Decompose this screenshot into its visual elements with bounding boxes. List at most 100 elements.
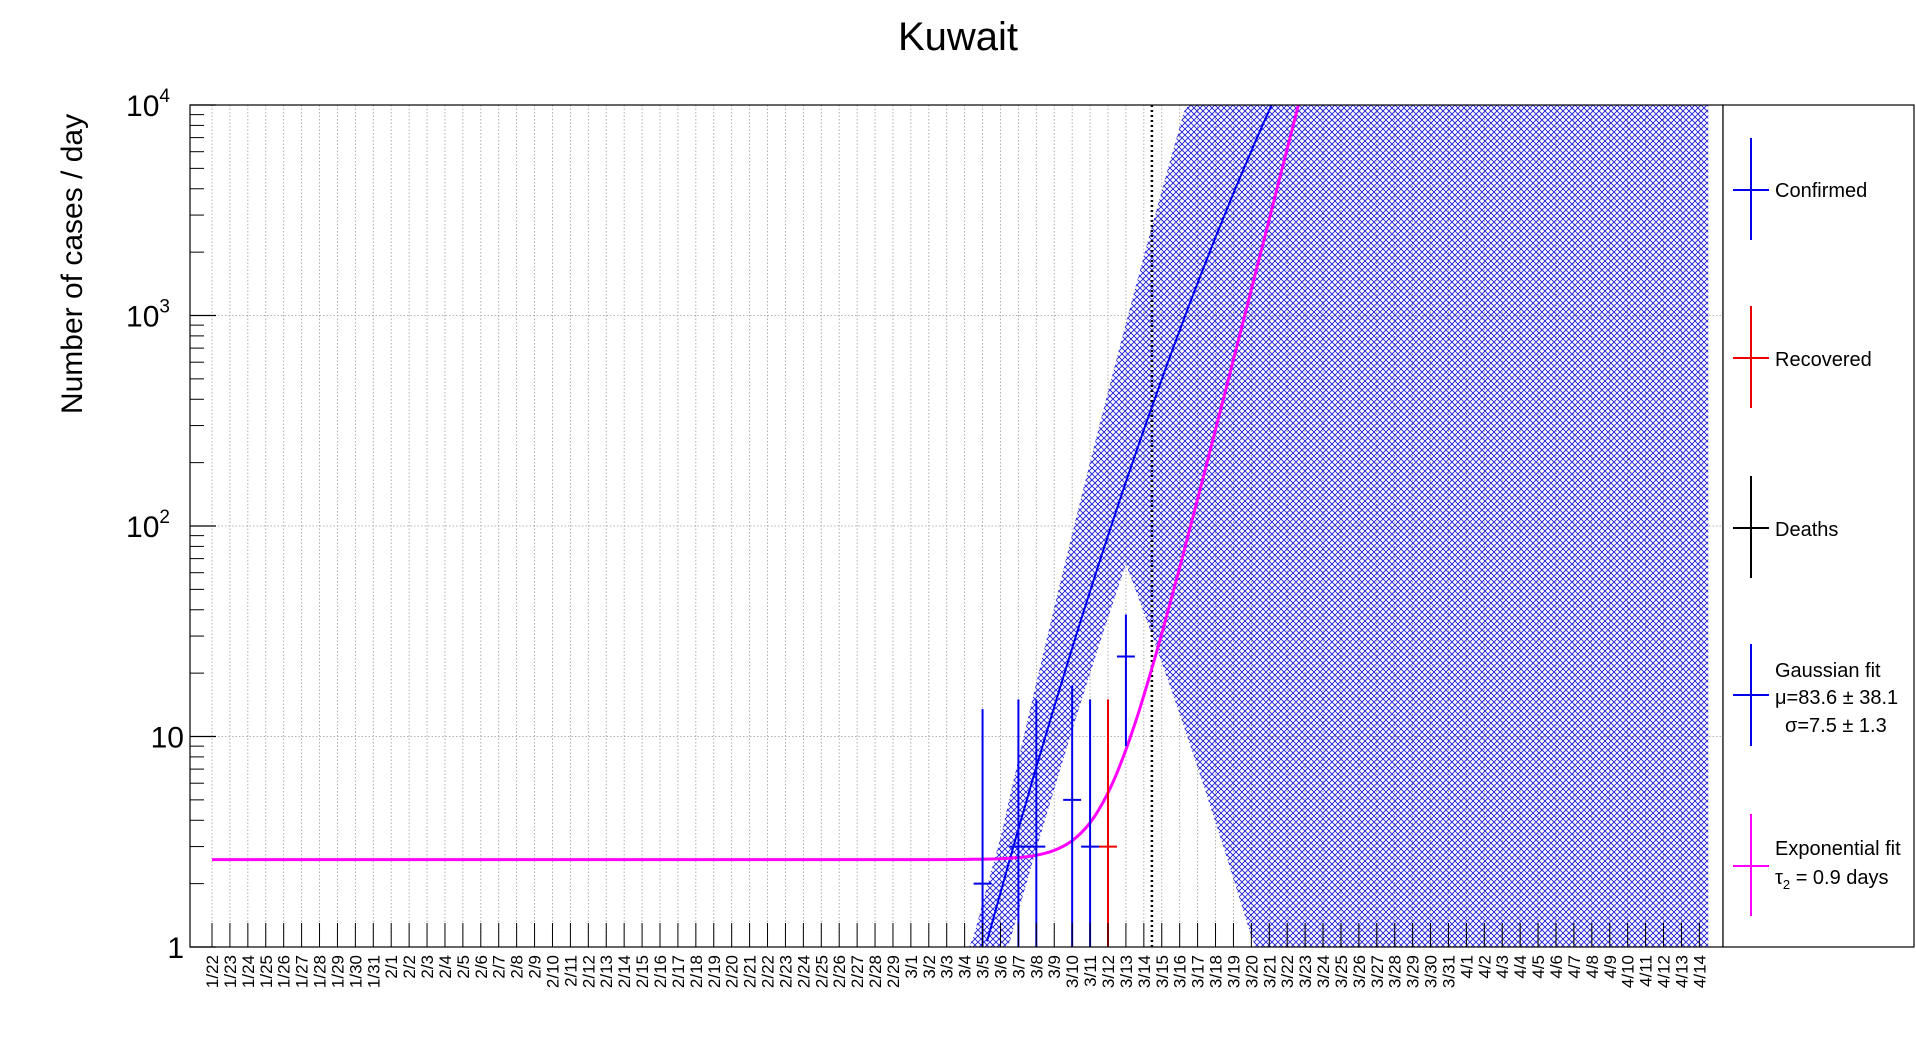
x-tick-label: 3/30 bbox=[1422, 955, 1441, 988]
x-tick-label: 2/15 bbox=[633, 955, 652, 988]
legend-entry-confirmed: Confirmed bbox=[1733, 138, 1867, 240]
tau-value: = 0.9 days bbox=[1790, 867, 1888, 889]
x-tick-label: 3/10 bbox=[1063, 955, 1082, 988]
y-tick-label-base: 1 bbox=[167, 932, 184, 965]
x-tick-label: 1/25 bbox=[257, 955, 276, 988]
legend-label-gaussian-fit: Gaussian fit bbox=[1775, 660, 1881, 682]
x-tick-label: 2/27 bbox=[848, 955, 867, 988]
data-point-confirmed bbox=[1063, 685, 1082, 947]
legend: Confirmed Recovered Deaths Gaussian fit … bbox=[1722, 104, 1915, 948]
legend-entry-gaussian-fit: Gaussian fit μ=83.6 ± 38.1 σ=7.5 ± 1.3 bbox=[1733, 644, 1898, 746]
data-point-confirmed bbox=[1027, 699, 1046, 947]
x-tick-label: 3/21 bbox=[1260, 955, 1279, 988]
x-tick-label: 3/27 bbox=[1368, 955, 1387, 988]
x-tick-label: 2/8 bbox=[508, 955, 527, 979]
x-tick-label: 2/11 bbox=[561, 955, 580, 987]
x-tick-label: 2/22 bbox=[759, 955, 778, 988]
x-tick-label: 3/26 bbox=[1350, 955, 1369, 988]
uncertainty-band bbox=[946, 105, 1709, 947]
x-tick-label: 3/3 bbox=[938, 955, 957, 979]
x-tick-label: 4/3 bbox=[1493, 955, 1512, 979]
x-tick-label: 1/29 bbox=[328, 955, 347, 988]
x-tick-label: 2/14 bbox=[615, 955, 634, 988]
legend-exponential-tau: τ2 = 0.9 days bbox=[1775, 867, 1889, 892]
x-axis: 1/221/231/241/251/261/271/281/291/301/31… bbox=[203, 923, 1709, 988]
x-tick-label: 1/30 bbox=[346, 955, 365, 988]
x-tick-label: 1/31 bbox=[364, 955, 383, 988]
legend-gaussian-sigma: σ=7.5 ± 1.3 bbox=[1785, 715, 1887, 737]
x-tick-label: 2/2 bbox=[400, 955, 419, 979]
legend-entry-recovered: Recovered bbox=[1733, 306, 1872, 408]
x-tick-label: 3/20 bbox=[1242, 955, 1261, 988]
legend-gaussian-mu: μ=83.6 ± 38.1 bbox=[1775, 687, 1898, 709]
x-tick-label: 4/4 bbox=[1511, 955, 1530, 979]
x-tick-label: 2/18 bbox=[687, 955, 706, 988]
x-tick-label: 2/28 bbox=[866, 955, 885, 988]
x-tick-label: 1/28 bbox=[311, 955, 330, 988]
x-tick-label: 3/24 bbox=[1314, 955, 1333, 988]
x-tick-label: 2/5 bbox=[454, 955, 473, 979]
legend-entry-exponential-fit: Exponential fit τ2 = 0.9 days bbox=[1733, 814, 1901, 916]
x-tick-label: 3/9 bbox=[1045, 955, 1064, 979]
x-tick-label: 4/2 bbox=[1475, 955, 1494, 979]
x-tick-label: 2/13 bbox=[597, 955, 616, 988]
x-tick-label: 4/6 bbox=[1547, 955, 1566, 979]
x-tick-label: 2/4 bbox=[436, 955, 455, 979]
x-tick-label: 3/11 bbox=[1081, 955, 1100, 987]
x-tick-label: 2/9 bbox=[526, 955, 545, 979]
data-point-confirmed bbox=[1009, 699, 1028, 947]
y-tick-label: 1 bbox=[167, 932, 184, 965]
y-tick-label: 104 bbox=[126, 86, 170, 123]
x-tick-label: 2/21 bbox=[741, 955, 760, 988]
x-tick-label: 2/23 bbox=[776, 955, 795, 988]
x-tick-label: 3/31 bbox=[1439, 955, 1458, 988]
x-tick-label: 3/13 bbox=[1117, 955, 1136, 988]
x-tick-label: 4/13 bbox=[1672, 955, 1691, 988]
x-tick-label: 3/29 bbox=[1404, 955, 1423, 988]
x-tick-label: 2/26 bbox=[830, 955, 849, 988]
legend-label-recovered: Recovered bbox=[1775, 349, 1872, 371]
gaussian-fit-curve bbox=[986, 105, 1273, 942]
x-tick-label: 2/29 bbox=[884, 955, 903, 988]
x-tick-label: 2/3 bbox=[418, 955, 437, 979]
x-tick-label: 3/7 bbox=[1009, 955, 1028, 979]
x-tick-label: 2/24 bbox=[794, 955, 813, 988]
x-tick-label: 4/11 bbox=[1637, 955, 1656, 987]
x-tick-label: 2/20 bbox=[723, 955, 742, 988]
exponential-fit-curve bbox=[212, 105, 1300, 862]
gaussian-uncertainty-band bbox=[946, 105, 1709, 947]
data-point-confirmed bbox=[1081, 699, 1100, 947]
x-tick-label: 2/17 bbox=[669, 955, 688, 988]
x-tick-label: 4/10 bbox=[1619, 955, 1638, 988]
x-tick-label: 3/2 bbox=[920, 955, 939, 979]
x-tick-label: 2/7 bbox=[490, 955, 509, 979]
x-tick-label: 4/12 bbox=[1655, 955, 1674, 988]
x-tick-label: 2/1 bbox=[382, 955, 401, 979]
legend-label-deaths: Deaths bbox=[1775, 519, 1838, 541]
x-tick-label: 1/24 bbox=[239, 955, 258, 988]
x-tick-label: 3/17 bbox=[1189, 955, 1208, 988]
x-tick-label: 3/22 bbox=[1278, 955, 1297, 988]
x-tick-label: 3/18 bbox=[1207, 955, 1226, 988]
x-tick-label: 1/22 bbox=[203, 955, 222, 988]
y-tick-label-exponent: 4 bbox=[159, 86, 170, 107]
x-tick-label: 2/12 bbox=[579, 955, 598, 988]
x-tick-label: 1/23 bbox=[221, 955, 240, 988]
x-tick-label: 3/28 bbox=[1386, 955, 1405, 988]
y-tick-label: 103 bbox=[126, 297, 170, 334]
y-tick-label: 10 bbox=[151, 722, 184, 755]
x-tick-label: 3/19 bbox=[1224, 955, 1243, 988]
x-tick-label: 1/27 bbox=[293, 955, 312, 988]
x-tick-label: 2/16 bbox=[651, 955, 670, 988]
y-axis-label: Number of cases / day bbox=[56, 114, 89, 414]
fit-curves bbox=[212, 105, 1300, 942]
x-tick-label: 2/19 bbox=[705, 955, 724, 988]
y-tick-label-base: 10 bbox=[126, 511, 159, 544]
tau-symbol: τ bbox=[1775, 867, 1783, 889]
x-tick-label: 4/9 bbox=[1601, 955, 1620, 979]
y-tick-label-base: 10 bbox=[126, 90, 159, 123]
legend-label-exponential-fit: Exponential fit bbox=[1775, 838, 1901, 860]
y-tick-label-base: 10 bbox=[126, 301, 159, 334]
y-tick-label-exponent: 3 bbox=[159, 297, 170, 318]
